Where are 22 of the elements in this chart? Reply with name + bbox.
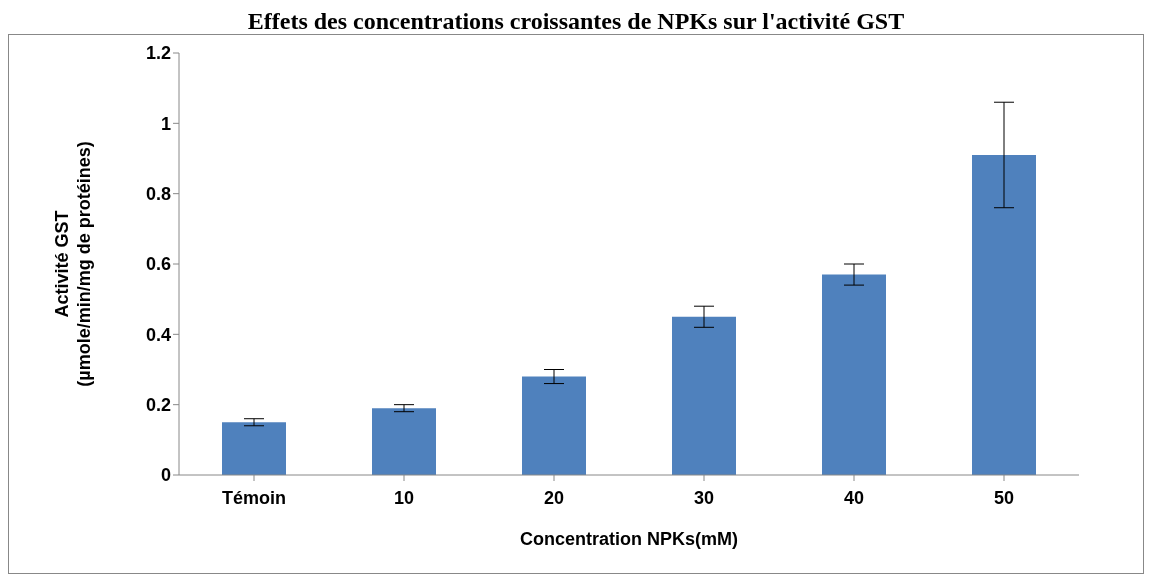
y-tick-label: 0.4	[145, 324, 171, 345]
x-tick-label: 40	[843, 487, 865, 508]
y-tick-label: 1.2	[145, 43, 171, 64]
y-tick-label: 0	[160, 465, 171, 486]
bar	[972, 154, 1036, 475]
bar	[672, 316, 736, 475]
x-tick-label: Témoin	[221, 487, 287, 508]
y-tick-label: 0.6	[145, 254, 171, 275]
bar	[372, 408, 436, 475]
x-tick-label: 30	[693, 487, 715, 508]
bar	[222, 422, 286, 475]
chart-title: Effets des concentrations croissantes de NPKs sur l'activité GST	[246, 8, 906, 34]
bar	[822, 274, 886, 475]
y-tick-label: 1	[160, 113, 171, 134]
y-axis-title: Activité GST (µmole/min/mg de protéines)	[52, 141, 94, 387]
bar	[522, 376, 586, 475]
y-tick-label: 0.2	[145, 395, 171, 416]
x-tick-label: 20	[543, 487, 565, 508]
x-tick-label: 50	[993, 487, 1015, 508]
y-tick-label: 0.8	[145, 184, 171, 205]
x-tick-label: 10	[393, 487, 415, 508]
x-axis-title: Concentration NPKs(mM)	[519, 529, 739, 549]
